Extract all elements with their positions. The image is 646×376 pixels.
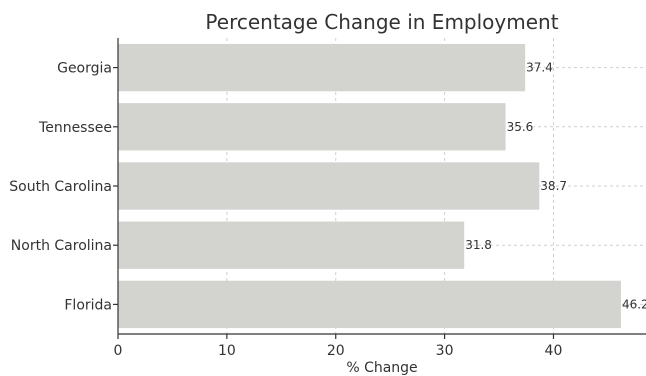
- value-label: 46.2: [622, 297, 646, 311]
- y-tick-label: Tennessee: [38, 120, 112, 136]
- y-tick-label: North Carolina: [11, 238, 112, 254]
- x-tick-label: 10: [218, 343, 236, 359]
- bar: [118, 103, 506, 151]
- bar: [118, 280, 621, 329]
- value-label: 37.4: [526, 61, 553, 75]
- y-tick-label: Florida: [64, 297, 112, 313]
- y-tick-label: Georgia: [57, 61, 112, 77]
- x-tick-label: 20: [327, 343, 345, 359]
- bars-layer: [118, 43, 621, 329]
- chart-title: Percentage Change in Employment: [205, 10, 558, 34]
- x-axis-label: % Change: [346, 360, 417, 376]
- value-label: 38.7: [540, 179, 567, 193]
- bar: [118, 43, 526, 92]
- value-label: 31.8: [465, 238, 492, 252]
- bar: [118, 162, 540, 210]
- y-tick-label: South Carolina: [9, 179, 112, 195]
- value-labels: 37.4 35.6 38.7 31.8 46.2: [465, 61, 646, 312]
- x-tick-label: 40: [545, 343, 563, 359]
- x-ticks: 0 10 20 30 40: [114, 334, 563, 359]
- bar: [118, 221, 465, 269]
- y-ticks: Georgia Tennessee South Carolina North Caro…: [9, 61, 118, 313]
- x-tick-label: 0: [114, 343, 123, 359]
- x-tick-label: 30: [436, 343, 454, 359]
- value-label: 35.6: [507, 120, 534, 134]
